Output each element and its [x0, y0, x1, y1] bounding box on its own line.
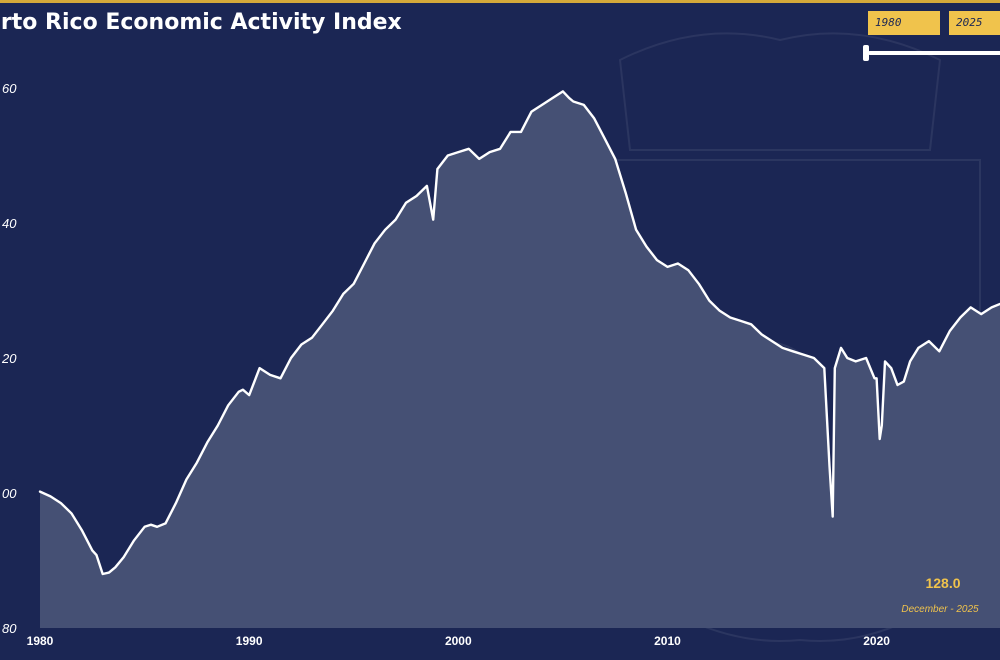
x-tick-label: 2020 — [863, 634, 890, 648]
y-tick-label: 40 — [2, 216, 17, 231]
range-slider-handle[interactable] — [863, 45, 869, 61]
range-start-input[interactable]: 1980 — [868, 11, 940, 35]
x-tick-label: 1990 — [236, 634, 263, 648]
series-line — [38, 90, 1000, 576]
x-tick-label: 1980 — [27, 634, 54, 648]
top-accent-border — [0, 0, 1000, 3]
latest-value-label: 128.0 — [925, 575, 961, 591]
y-tick-label: 80 — [2, 621, 17, 636]
latest-date-label: December - 2025 — [901, 604, 979, 615]
area-fill — [40, 91, 1000, 628]
y-tick-label: 60 — [2, 81, 17, 96]
x-tick-label: 2000 — [445, 634, 472, 648]
chart-title: erto Rico Economic Activity Index — [0, 10, 402, 35]
x-tick-label: 2010 — [654, 634, 681, 648]
range-slider-track[interactable] — [868, 51, 1000, 55]
range-end-input[interactable]: 2025 — [949, 11, 1000, 35]
y-tick-label: 20 — [1, 351, 17, 366]
y-tick-label: 00 — [2, 486, 17, 501]
